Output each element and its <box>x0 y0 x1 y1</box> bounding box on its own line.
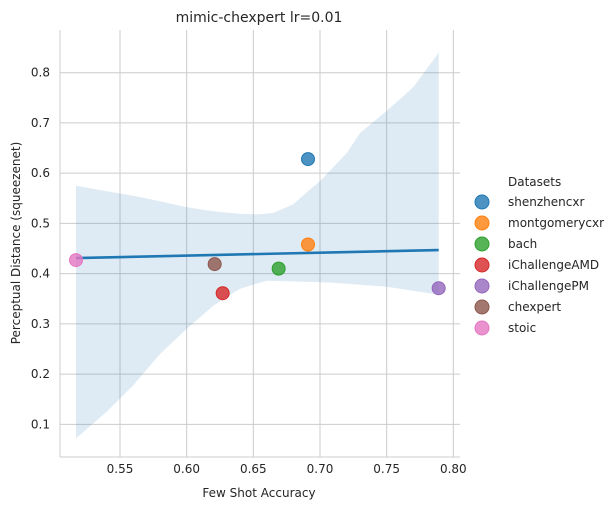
y-tick-label: 0.1 <box>31 417 50 431</box>
x-tick-label: 0.75 <box>373 462 400 476</box>
legend-label: montgomerycxr <box>508 216 604 230</box>
x-tick-label: 0.80 <box>440 462 467 476</box>
legend-item-bach: bach <box>474 236 537 252</box>
data-point-bach <box>271 261 286 276</box>
y-tick-labels: 0.1 0.2 0.3 0.4 0.5 0.6 0.7 0.8 <box>31 66 50 432</box>
y-tick-label: 0.5 <box>31 216 50 230</box>
legend-marker <box>474 320 490 336</box>
chart-title: mimic-chexpert lr=0.01 <box>176 10 343 26</box>
legend-marker <box>474 236 490 252</box>
legend-marker <box>474 257 490 273</box>
legend-label: shenzhencxr <box>508 195 584 209</box>
plot-area <box>59 30 460 458</box>
legend-label: bach <box>508 237 537 251</box>
data-point-stoic <box>69 253 83 268</box>
data-point-montgomerycxr <box>301 237 315 252</box>
legend-marker <box>474 215 490 231</box>
legend-item-chexpert: chexpert <box>474 299 561 315</box>
legend-label: chexpert <box>508 300 561 314</box>
legend-item-ichallengepm: iChallengePM <box>474 278 589 294</box>
regression-line <box>75 248 439 260</box>
legend-item-stoic: stoic <box>474 320 536 336</box>
data-point-chexpert <box>207 257 222 272</box>
data-point-ichallengeamd <box>215 286 230 301</box>
x-tick-label: 0.60 <box>173 462 200 476</box>
x-tick-labels: 0.55 0.60 0.65 0.70 0.75 0.80 <box>107 462 467 476</box>
x-tick-label: 0.55 <box>107 462 134 476</box>
data-points <box>69 152 446 301</box>
y-tick-label: 0.4 <box>31 267 50 281</box>
legend-label: iChallengePM <box>508 279 589 293</box>
legend-marker <box>474 299 490 315</box>
legend-label: stoic <box>508 321 536 335</box>
legend-marker <box>474 194 490 210</box>
data-point-shenzhencxr <box>301 152 315 167</box>
y-tick-label: 0.3 <box>31 317 50 331</box>
legend: Datasets shenzhencxr montgomerycxr bach iCh… <box>474 175 604 336</box>
grid <box>60 30 460 457</box>
legend-item-ichallengeamd: iChallengeAMD <box>474 257 599 273</box>
legend-items: shenzhencxr montgomerycxr bach iChallengeAM… <box>474 194 604 336</box>
legend-title: Datasets <box>508 175 561 189</box>
legend-marker <box>474 278 490 294</box>
confidence-band <box>76 52 439 439</box>
x-tick-label: 0.65 <box>240 462 267 476</box>
x-axis-label: Few Shot Accuracy <box>202 486 315 500</box>
y-tick-label: 0.8 <box>31 66 50 80</box>
legend-item-shenzhencxr: shenzhencxr <box>474 194 584 210</box>
y-tick-label: 0.6 <box>31 166 50 180</box>
data-point-ichallengepm <box>431 281 446 296</box>
y-tick-label: 0.7 <box>31 116 50 130</box>
x-tick-label: 0.70 <box>307 462 334 476</box>
legend-label: iChallengeAMD <box>508 258 599 272</box>
y-tick-label: 0.2 <box>31 367 50 381</box>
legend-item-montgomerycxr: montgomerycxr <box>474 215 604 231</box>
y-axis-label: Perceptual Distance (squeezenet) <box>9 142 23 345</box>
